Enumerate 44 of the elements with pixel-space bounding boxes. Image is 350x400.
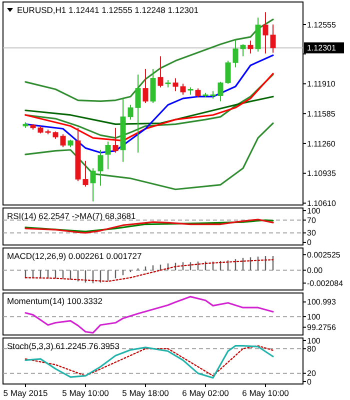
chart-title: EURUSD,H1 1.12441 1.12555 1.12248 1.12301 bbox=[17, 5, 199, 15]
y-tick-label: 100.993 bbox=[307, 298, 336, 307]
chart-title: MACD(12,26,9) 0.002261 0.001727 bbox=[7, 251, 142, 261]
x-tick-label: 6 May 02:00 bbox=[182, 388, 230, 398]
candlestick bbox=[248, 40, 254, 54]
line-series bbox=[24, 259, 274, 282]
x-tick-label: 6 May 10:00 bbox=[242, 388, 290, 398]
y-tick-label: 20 bbox=[307, 369, 316, 378]
candlestick bbox=[150, 68, 156, 104]
y-tick-label: 0.00 bbox=[307, 266, 324, 276]
y-tick-label: 100 bbox=[307, 336, 321, 346]
y-tick-label: 1.11585 bbox=[307, 109, 336, 118]
candlestick bbox=[255, 17, 261, 52]
line-series bbox=[24, 122, 274, 190]
candlestick bbox=[195, 88, 201, 98]
y-tick-label: -0.002084 bbox=[307, 278, 344, 288]
candlestick bbox=[142, 68, 148, 104]
y-tick-label: 1.11910 bbox=[307, 80, 336, 89]
y-tick-label: 1.10935 bbox=[307, 169, 336, 178]
y-tick-label: 80 bbox=[307, 344, 316, 354]
y-tick-label: 99.2756 bbox=[307, 323, 336, 332]
y-tick-label: 30 bbox=[307, 228, 316, 238]
x-tick-label: 5 May 10:00 bbox=[62, 388, 110, 398]
x-tick-label: 5 May 18:00 bbox=[122, 388, 170, 398]
line-series bbox=[24, 96, 274, 125]
x-tick-label: 5 May 2015 bbox=[3, 388, 48, 398]
y-tick-label: 100 bbox=[307, 206, 321, 216]
line-series bbox=[24, 54, 274, 154]
chart-title: RSI(14) 62.2547 ->MA(7) 68.3681 bbox=[7, 211, 136, 221]
y-tick-label: 100 bbox=[307, 312, 321, 322]
chart-title: Momentum(14) 100.3332 bbox=[7, 296, 103, 306]
y-tick-label: 1.10610 bbox=[307, 198, 336, 208]
line-series bbox=[24, 18, 274, 102]
y-tick-label: 70 bbox=[307, 216, 316, 225]
y-tick-label: 1.12555 bbox=[307, 20, 336, 30]
ref-line-label: 1.12301 bbox=[307, 44, 336, 53]
chart-title: Stoch(5,3,3) 61.2245 76.3953 bbox=[7, 341, 120, 351]
candlestick bbox=[112, 127, 118, 154]
y-tick-label: 0 bbox=[307, 238, 312, 248]
candlestick bbox=[158, 56, 164, 88]
y-tick-label: 0 bbox=[307, 377, 312, 386]
candlestick bbox=[105, 141, 111, 170]
y-tick-label: 0.002525 bbox=[307, 250, 341, 260]
y-tick-label: 1.11260 bbox=[307, 139, 336, 148]
